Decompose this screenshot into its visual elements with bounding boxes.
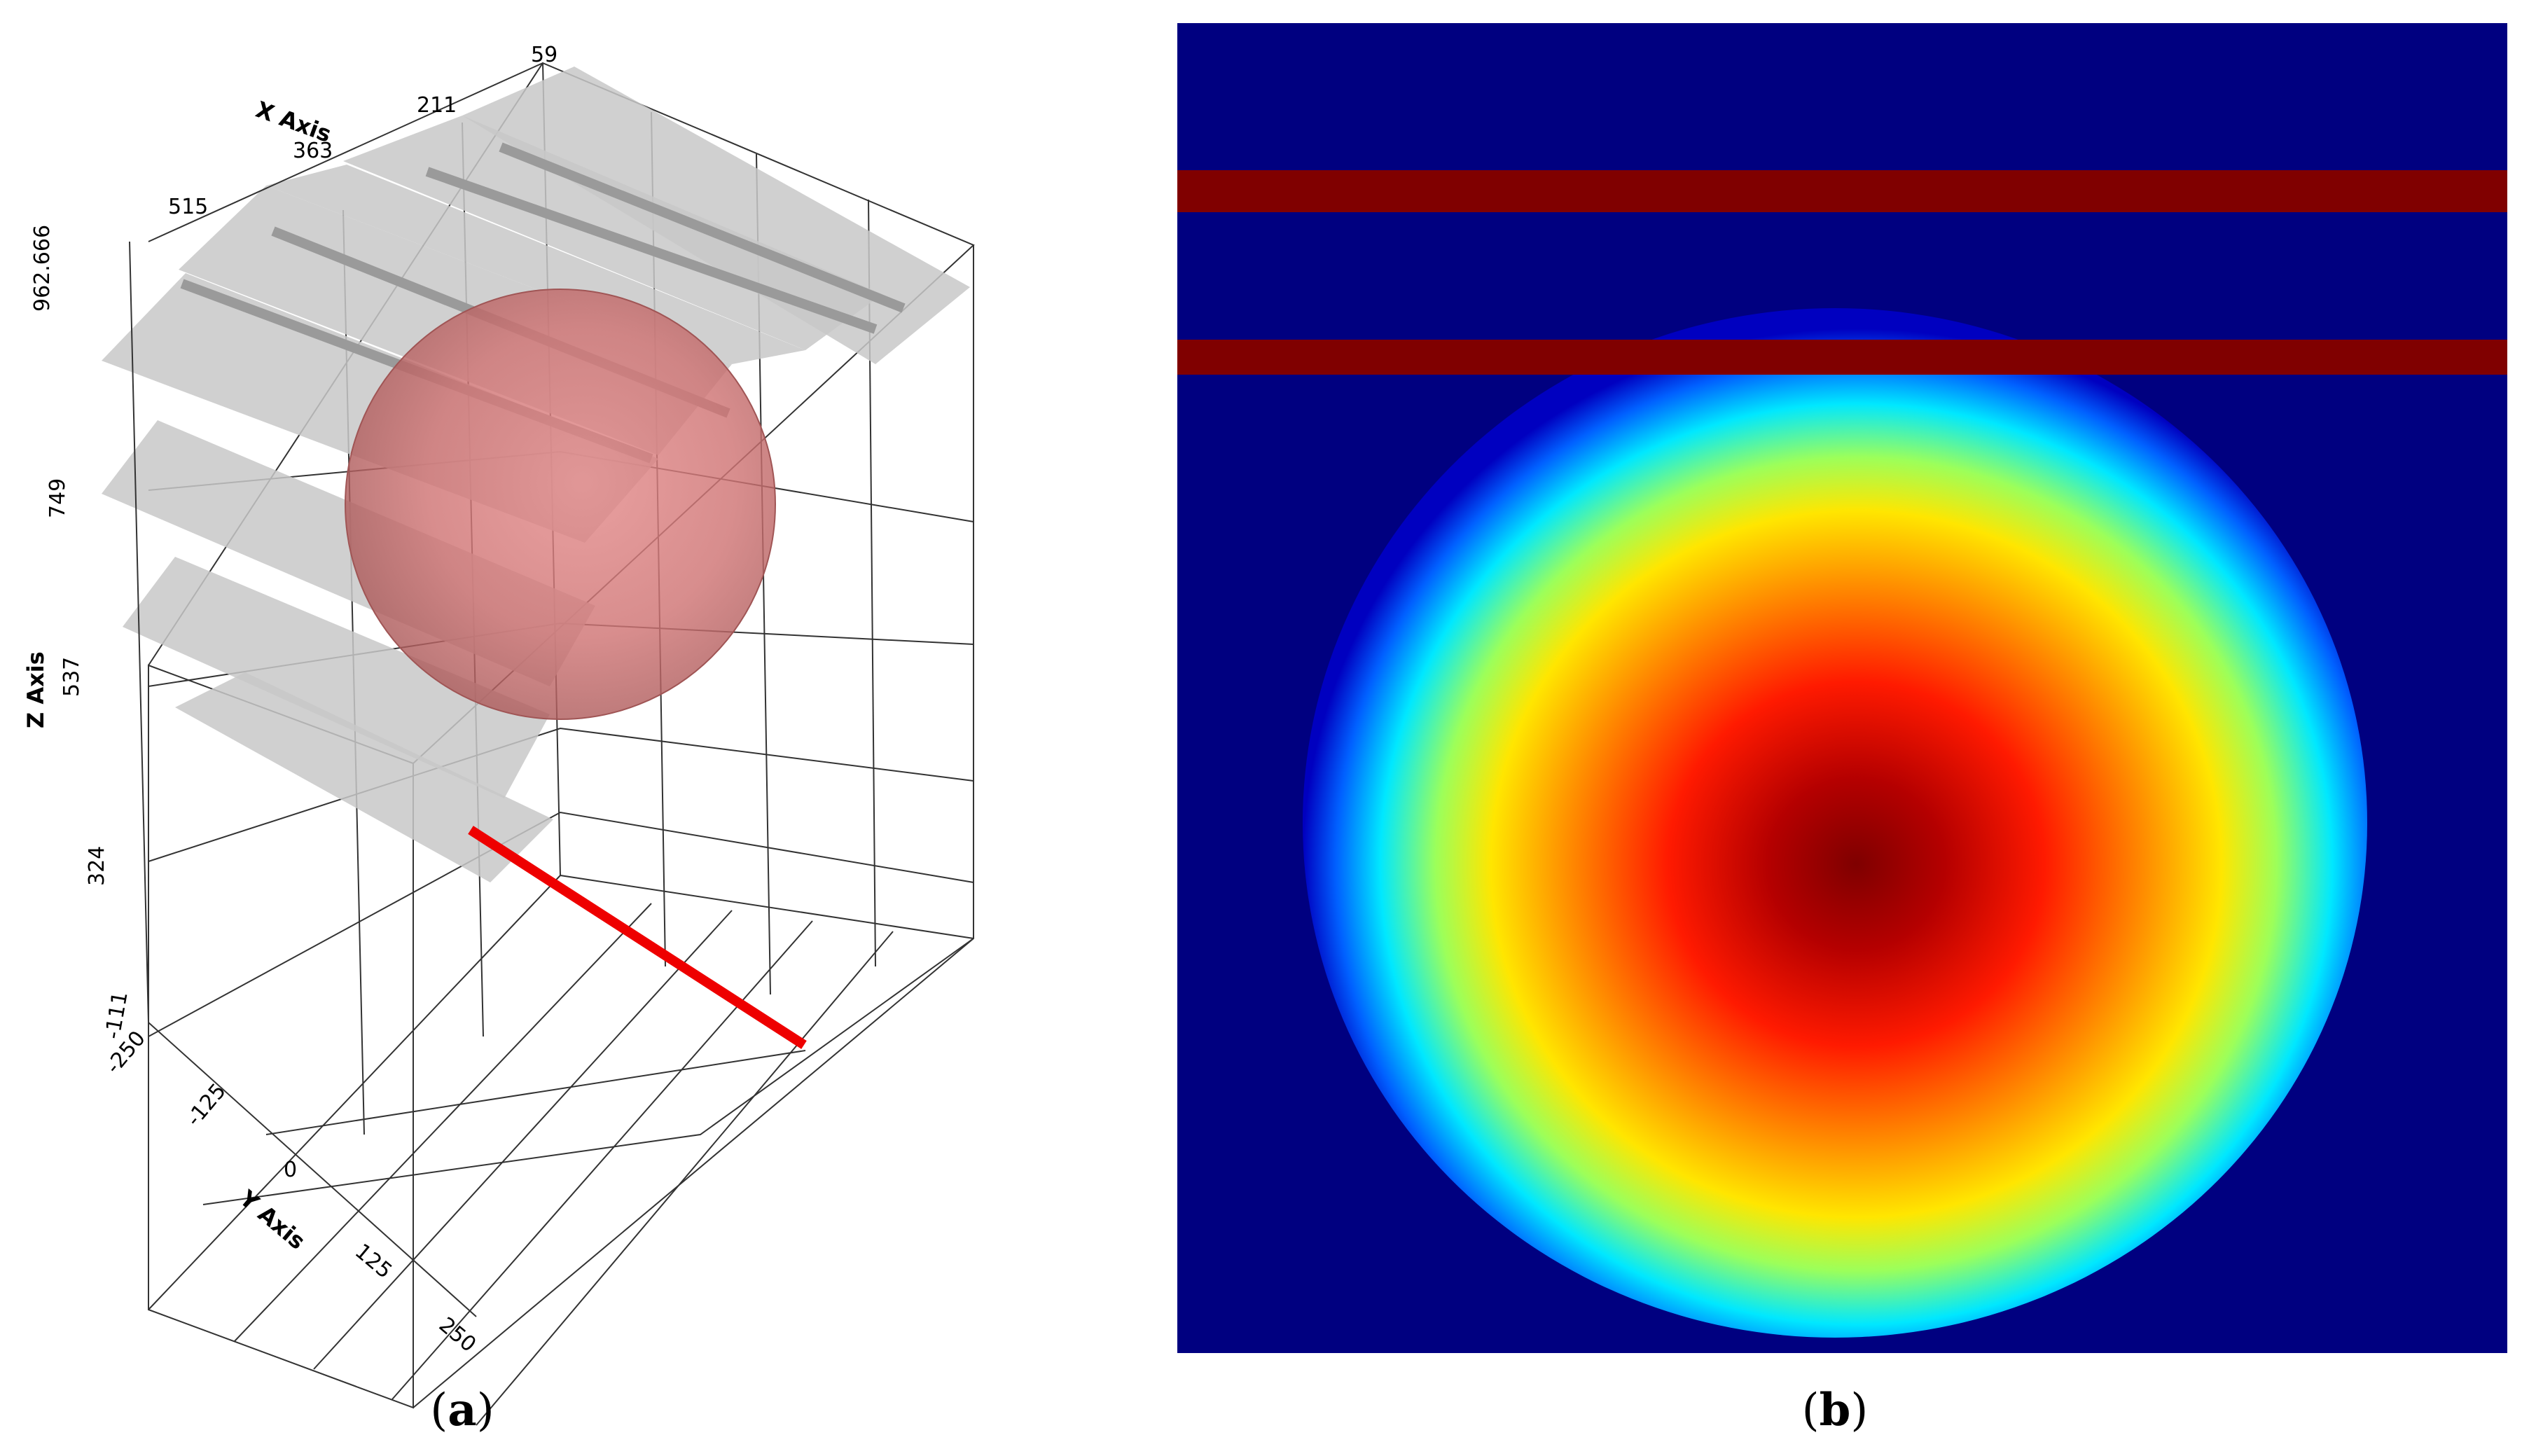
plate-top-5 bbox=[462, 67, 970, 364]
z-axis-title: Z Axis bbox=[22, 651, 49, 728]
y-tick-250: 250 bbox=[434, 1312, 480, 1357]
red-band-bottom bbox=[1177, 340, 2507, 375]
y-tick-0: 0 bbox=[284, 1158, 297, 1182]
x-tick-515: 515 bbox=[168, 195, 208, 219]
z-tick-537: 537 bbox=[60, 657, 84, 697]
y-tick-125: 125 bbox=[350, 1239, 396, 1284]
x-axis: X Axis 515 363 211 59 bbox=[148, 43, 557, 242]
plate-top-3 bbox=[266, 165, 805, 364]
z-tick-962: 962.666 bbox=[30, 225, 55, 312]
x-tick-59: 59 bbox=[531, 43, 557, 67]
y-tick-neg125: -125 bbox=[181, 1079, 231, 1131]
red-wire bbox=[468, 826, 807, 1049]
red-band-top bbox=[1177, 170, 2507, 212]
heatmap-field bbox=[1303, 308, 2367, 1338]
panel-b-heatmap: (b) bbox=[1177, 23, 2507, 1436]
caption-a: (a) bbox=[430, 1384, 494, 1436]
caption-b: (b) bbox=[1802, 1384, 1869, 1436]
x-tick-363: 363 bbox=[293, 139, 333, 163]
z-tick-324: 324 bbox=[85, 846, 109, 886]
translucent-sphere bbox=[345, 289, 776, 720]
plate-bottom bbox=[175, 672, 553, 882]
z-tick-749: 749 bbox=[46, 478, 70, 518]
panel-a-3d-scene: X Axis 515 363 211 59 Z Axis 962.666 749… bbox=[22, 43, 975, 1436]
x-tick-211: 211 bbox=[417, 93, 457, 118]
plate-low bbox=[123, 557, 550, 798]
z-axis: Z Axis 962.666 749 537 324 bbox=[22, 225, 149, 1023]
